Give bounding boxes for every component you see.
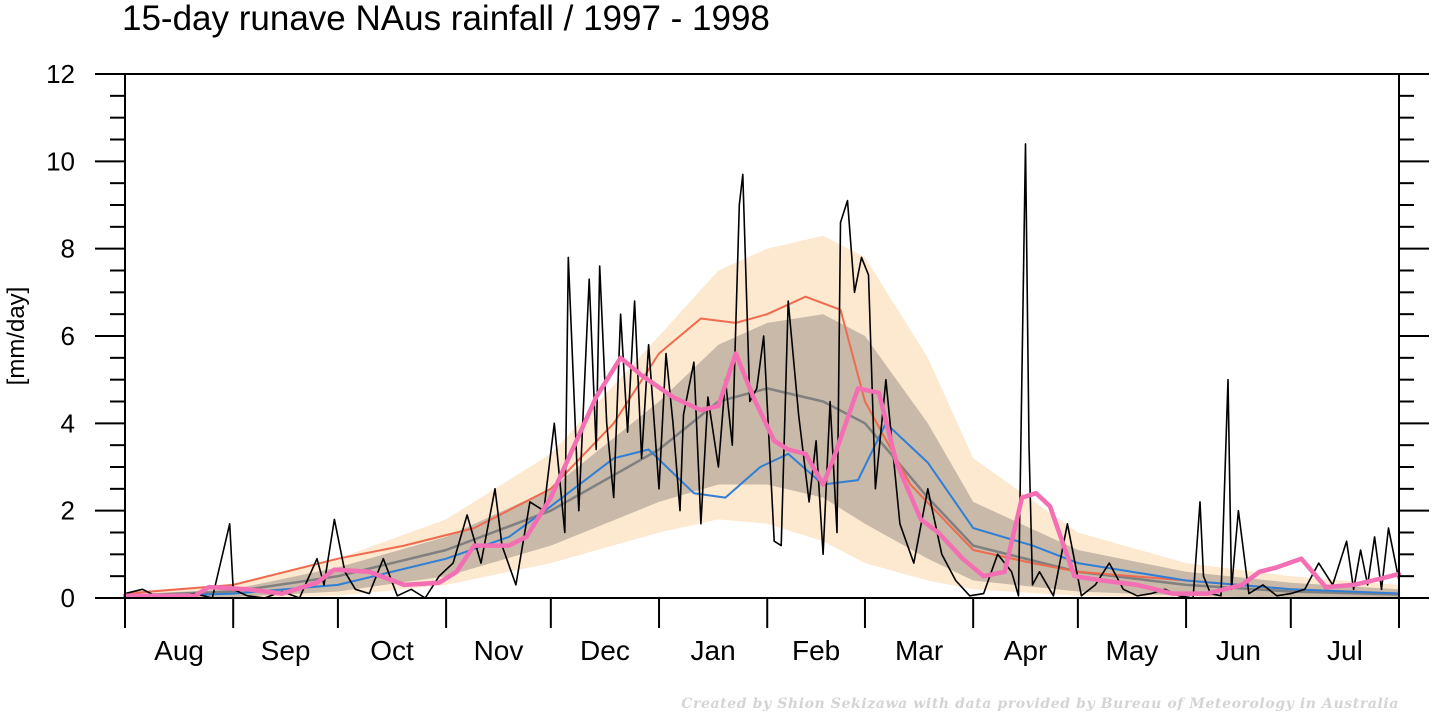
y-tick-label: 2 bbox=[61, 496, 75, 526]
y-tick-label: 4 bbox=[61, 408, 75, 438]
x-tick-label: Mar bbox=[895, 635, 943, 666]
x-tick-label: Dec bbox=[580, 635, 630, 666]
x-tick-label: Feb bbox=[792, 635, 840, 666]
climatology-mean-line bbox=[123, 387, 1401, 598]
x-tick-label: Sep bbox=[261, 635, 311, 666]
x-tick-label: Jul bbox=[1327, 635, 1363, 666]
y-tick-label: 8 bbox=[61, 234, 75, 264]
x-axis-ticks: Aug Sep Oct Nov Dec Jan Feb Mar Apr May Jun Jul bbox=[124, 598, 1400, 666]
y-tick-label: 6 bbox=[61, 321, 75, 351]
daily-line bbox=[124, 143, 1400, 599]
y-axis-label: [mm/day] bbox=[3, 287, 30, 386]
x-tick-label: Jun bbox=[1216, 635, 1261, 666]
x-tick-label: Jan bbox=[691, 635, 736, 666]
x-tick-label: Nov bbox=[474, 635, 524, 666]
runave-line bbox=[122, 351, 1402, 599]
chart-title: 15-day runave NAus rainfall / 1997 - 199… bbox=[122, 0, 770, 38]
inner-band bbox=[125, 314, 1399, 598]
x-tick-label: Aug bbox=[154, 635, 204, 666]
upper-percentile-line bbox=[124, 295, 1400, 595]
x-tick-label: Apr bbox=[1004, 635, 1048, 666]
y-tick-label: 12 bbox=[46, 59, 75, 89]
y-tick-label: 0 bbox=[61, 583, 75, 613]
y-tick-label: 10 bbox=[46, 146, 75, 176]
y-axis-ticks: 0 2 4 6 8 10 12 bbox=[46, 59, 1429, 613]
x-tick-label: Oct bbox=[370, 635, 414, 666]
x-tick-label: May bbox=[1106, 635, 1159, 666]
series-lines bbox=[122, 143, 1402, 599]
credit-text: Created by Shion Sekizawa with data prov… bbox=[681, 696, 1399, 712]
